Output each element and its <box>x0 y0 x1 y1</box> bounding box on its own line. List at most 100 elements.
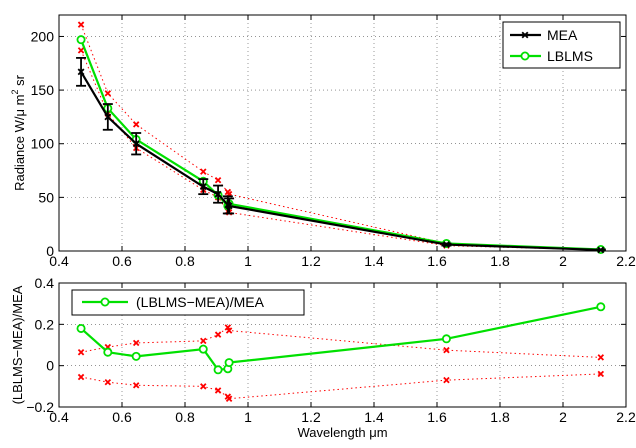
top-ylabel-part-0: Radiance W/ <box>12 116 27 191</box>
top-series-0-point-1-b <box>104 113 112 121</box>
bottom-bound-lower-marker-7 <box>443 376 450 384</box>
top-ytick-label-3: 150 <box>31 82 55 98</box>
bottom-xtick-label-2: 0.8 <box>175 409 195 425</box>
bottom-bound-lower-marker-4 <box>214 387 222 394</box>
top-bound-upper-marker-3 <box>200 168 207 175</box>
bottom-bound-upper-marker-4-b <box>214 331 222 338</box>
bottom-bound-lower-marker-6-b <box>225 395 233 402</box>
bottom-ytick-label-1: 0 <box>46 358 54 374</box>
top-series-0-point-7 <box>443 241 450 249</box>
top-bound-upper-marker-3-b <box>200 168 207 175</box>
bottom-bound-upper-marker-2 <box>132 339 140 347</box>
bottom-bound-lower-marker-8 <box>597 370 605 378</box>
bottom-xtick-label-9: 2.2 <box>616 409 636 425</box>
bottom-series-0-point-7 <box>441 334 451 344</box>
bottom-bound-lower-marker-0-b <box>77 373 85 381</box>
top-series-1-point-0 <box>76 35 86 45</box>
top-xtick-label-1: 0.6 <box>112 253 132 269</box>
bottom-xtick-label-5: 1.4 <box>364 409 384 425</box>
bottom-bound-upper-marker-7 <box>443 346 450 354</box>
top-bound-upper-marker-0 <box>77 21 85 28</box>
top-bound-upper-marker-1 <box>104 90 112 97</box>
bottom-bound-upper-marker-0-b <box>77 348 85 356</box>
bottom-legend-marker-0 <box>100 297 110 307</box>
top-series-0-point-3-b <box>199 183 207 191</box>
top-series-0-point-4-b <box>214 190 222 198</box>
bottom-ytick-label-3: 0.4 <box>35 275 55 291</box>
top-series-0-point-8-b <box>597 246 605 254</box>
bottom-ytick-label-0: −0.2 <box>26 399 54 415</box>
bottom-bound-lower-marker-3 <box>200 383 207 390</box>
bottom-bound-lower-marker-1-b <box>104 378 112 386</box>
bottom-bound-lower-marker-6 <box>225 395 233 402</box>
top-xtick-label-2: 0.8 <box>175 253 195 269</box>
bottom-xtick-label-8: 2 <box>559 409 567 425</box>
top-ylabel-part-3: 2 <box>10 90 20 95</box>
top-xtick-label-3: 1 <box>244 253 252 269</box>
top-xtick-label-8: 2 <box>559 253 567 269</box>
bottom-bound-lower-marker-3-b <box>200 383 207 390</box>
top-series-0-point-3 <box>199 183 207 191</box>
top-ylabel-part-4: sr <box>12 74 27 89</box>
top-legend-marker-0-b <box>521 31 529 39</box>
top-series-0-point-4 <box>214 190 222 198</box>
top-ytick-label-2: 100 <box>31 136 55 152</box>
bottom-ytick-label-2: 0.2 <box>35 316 55 332</box>
top-bound-lower-marker-0 <box>77 47 85 54</box>
top-ytick-label-0: 0 <box>46 243 54 259</box>
top-ylabel: Radiance W/μ m2 sr <box>10 74 27 191</box>
top-legend-box <box>502 21 621 69</box>
bottom-xtick-label-7: 1.8 <box>490 409 510 425</box>
bottom-axes-frame <box>58 282 627 408</box>
bottom-series-0-point-8 <box>596 302 606 312</box>
bottom-legend-label-0: (LBLMS−MEA)/MEA <box>136 294 265 310</box>
bottom-bound-lower-marker-8-b <box>597 370 605 378</box>
top-ylabel-part-1: μ <box>12 109 27 117</box>
bottom-bound-lower-marker-4-b <box>214 387 222 394</box>
bottom-bound-upper-marker-2-b <box>132 339 140 347</box>
top-xtick-label-9: 2.2 <box>616 253 636 269</box>
bottom-series-0-point-0 <box>76 323 86 333</box>
top-bound-upper-marker-2-b <box>132 121 140 128</box>
top-bound-upper-marker-1-b <box>104 90 112 97</box>
top-bound-upper-marker-0-b <box>77 21 85 28</box>
top-ytick-label-1: 50 <box>38 189 54 205</box>
top-bound-upper-marker-4 <box>214 176 222 184</box>
bottom-bound-upper-marker-3 <box>200 337 207 345</box>
top-legend-label-1: LBLMS <box>547 48 593 64</box>
top-series-0-point-7-b <box>443 241 450 249</box>
top-series-0-point-0-b <box>77 68 85 76</box>
bottom-bound-upper-marker-3-b <box>200 337 207 345</box>
bottom-bound-lower-marker-0 <box>77 373 85 381</box>
top-xtick-label-5: 1.4 <box>364 253 384 269</box>
top-xtick-label-0: 0.4 <box>49 253 69 269</box>
top-series-0-point-2 <box>132 140 140 148</box>
top-series-0-point-8 <box>597 246 605 254</box>
bottom-series-0-point-6 <box>224 358 234 368</box>
bottom-bound-upper-marker-4 <box>214 331 222 338</box>
top-bound-upper-marker-2 <box>132 121 140 128</box>
top-series-0-point-1 <box>104 113 112 121</box>
top-xtick-label-6: 1.6 <box>427 253 447 269</box>
top-axes-frame <box>58 14 627 252</box>
bottom-xtick-label-4: 1.2 <box>301 409 321 425</box>
bottom-xtick-label-6: 1.6 <box>427 409 447 425</box>
top-xtick-label-4: 1.2 <box>301 253 321 269</box>
top-bound-upper-marker-4-b <box>214 176 222 184</box>
bottom-xtick-label-3: 1 <box>244 409 252 425</box>
bottom-bound-lower-line <box>80 373 601 400</box>
top-legend-marker-0 <box>521 31 529 39</box>
top-series-0-point-6-b <box>225 202 233 210</box>
top-xtick-label-7: 1.8 <box>490 253 510 269</box>
top-ytick-label-4: 200 <box>31 28 55 44</box>
top-legend-label-0: MEA <box>547 27 578 43</box>
bottom-bound-upper-marker-5-b <box>224 324 232 331</box>
bottom-series-0-point-2 <box>131 351 141 361</box>
top-series-0-point-0 <box>77 68 85 76</box>
bottom-ylabel: (LBLMS−MEA)/MEA <box>10 285 25 404</box>
top-bound-lower-line <box>80 50 601 251</box>
bottom-bound-lower-marker-2-b <box>132 382 140 389</box>
bottom-bound-upper-marker-6 <box>225 327 233 334</box>
